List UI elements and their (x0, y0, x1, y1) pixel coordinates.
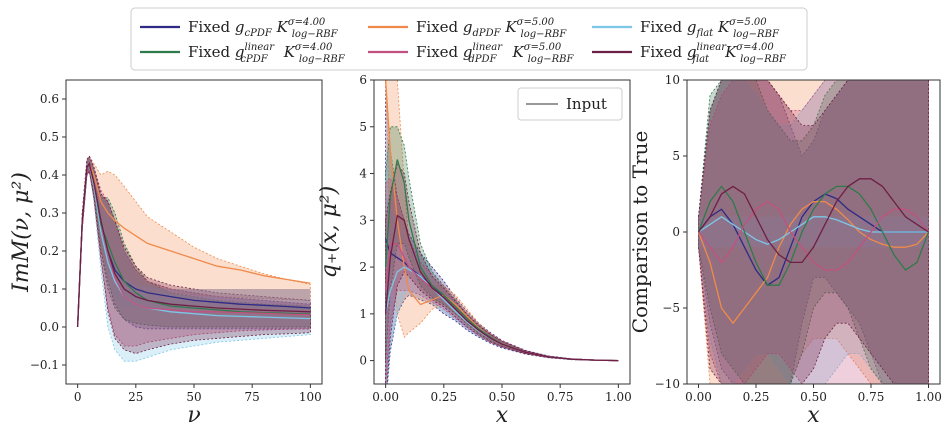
series-line-5 (697, 178, 929, 264)
ytick-label-3: 3 (359, 213, 367, 227)
legend-label-3: Fixed glinear cPDF Kσ=4.00 log−RBF (188, 42, 346, 65)
input-legend-label: Input (566, 95, 607, 113)
plot-area-1 (384, 80, 619, 384)
ytick-label-1: −5 (662, 301, 680, 315)
xaxis-label-0: ν (187, 403, 200, 428)
ytick-label-1: 0.0 (40, 320, 59, 334)
xtick-label-4: 1.00 (915, 390, 942, 404)
ytick-label-3: 5 (672, 149, 680, 163)
legend: Fixed gcPDF Kσ=4.00 log−RBF Fixed gdPDF Kσ… (130, 7, 808, 71)
xtick-label-1: 25 (128, 390, 143, 404)
series-line-5 (76, 161, 311, 328)
legend-label-5: Fixed glinear flat Kσ=4.00 log−RBF (640, 42, 787, 65)
uncertainty-band-3 (385, 126, 619, 361)
xtick-label-3: 0.75 (547, 390, 574, 404)
ytick-label-5: 5 (359, 120, 367, 134)
series-line-3 (697, 185, 930, 286)
uncertainty-band-1 (385, 80, 619, 361)
ytick-label-2: 0 (672, 225, 680, 239)
xtick-label-0: 0 (74, 390, 82, 404)
xtick-label-2: 0.50 (800, 390, 827, 404)
xtick-label-3: 0.75 (858, 390, 885, 404)
xtick-label-1: 0.25 (743, 390, 770, 404)
yaxis-label-0: ImM(ν, μ²) (9, 172, 34, 293)
xaxis-label-1: x (496, 403, 509, 428)
ytick-label-3: 0.2 (40, 244, 59, 258)
xaxis-label-2: x (807, 403, 820, 428)
ytick-label-0: −10 (655, 377, 680, 391)
panel-comparison: 0.00 0.25 0.50 0.75 1.00 −10 −5 0 5 10 x Comparison… (628, 73, 942, 428)
xtick-label-2: 50 (186, 390, 201, 404)
series-line-2 (698, 216, 929, 245)
series-line-4 (697, 200, 930, 271)
ytick-label-0: 0 (359, 354, 367, 368)
input-legend-frame (517, 87, 623, 121)
legend-label-4: Fixed glinear dPDF Kσ=5.00 log−RBF (416, 42, 574, 65)
xtick-label-2: 0.50 (489, 390, 516, 404)
ytick-label-4: 0.3 (40, 206, 59, 220)
ytick-label-2: 0.1 (40, 282, 59, 296)
uncertainty-band-5 (385, 163, 619, 384)
xtick-label-0: 0.00 (372, 390, 399, 404)
panel-qplus: 0.00 0.25 0.50 0.75 1.00 0 1 2 3 4 5 6 x q₊(x, μ²) Inp… (317, 73, 632, 428)
ytick-label-7: 0.6 (40, 92, 59, 106)
legend-label-0: Fixed gcPDF Kσ=4.00 log−RBF (188, 17, 339, 40)
ytick-label-5: 0.4 (40, 168, 59, 182)
legend-frame (130, 7, 808, 71)
panel-immu: 0 25 50 75 100 −0.1 0.0 0.1 0.2 0.3 0.4 0.5 0.6 ν ImM(… (9, 79, 323, 428)
xtick-label-1: 0.25 (430, 390, 457, 404)
ytick-label-6: 6 (359, 73, 367, 87)
yaxis-label-2: Comparison to True (628, 131, 652, 334)
ytick-label-4: 4 (359, 167, 367, 181)
legend-label-2: Fixed gflat Kσ=5.00 log−RBF (640, 17, 780, 40)
ytick-label-1: 1 (359, 307, 367, 321)
series-line-5 (384, 214, 619, 362)
ytick-label-0: −0.1 (30, 358, 59, 372)
xtick-label-0: 0.00 (685, 390, 712, 404)
ytick-label-4: 10 (665, 73, 680, 87)
truth-band (77, 159, 311, 327)
legend-label-1: Fixed gdPDF Kσ=5.00 log−RBF (416, 17, 567, 40)
xtick-label-4: 1.00 (605, 390, 632, 404)
plot-area-2 (697, 80, 930, 384)
plot-area-0 (76, 155, 311, 362)
ytick-label-6: 0.5 (40, 130, 59, 144)
xtick-label-3: 75 (245, 390, 260, 404)
xtick-label-4: 100 (299, 390, 322, 404)
yaxis-label-1: q₊(x, μ²) (317, 186, 342, 278)
ytick-label-2: 2 (359, 260, 367, 274)
